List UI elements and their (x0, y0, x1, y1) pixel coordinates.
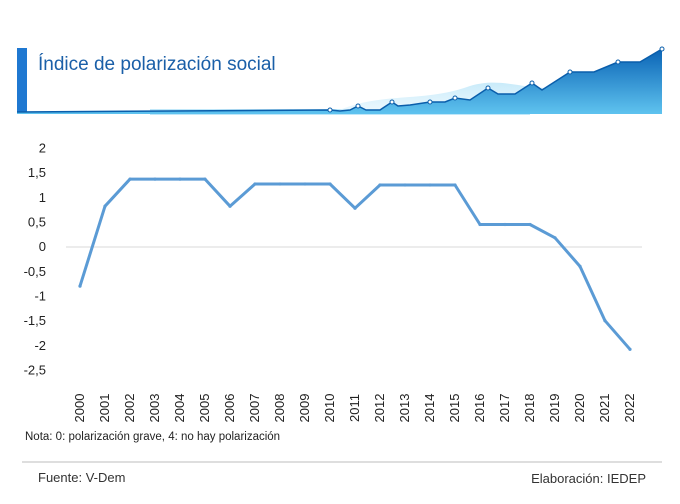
data-point-2008 (278, 182, 282, 186)
data-point-2017 (503, 222, 507, 227)
x-tick-label: 2011 (347, 394, 362, 422)
credit-label: Elaboración: IEDEP (531, 471, 646, 486)
y-tick-label: -2,5 (24, 363, 46, 378)
x-tick-label: 2013 (397, 394, 412, 423)
x-tick-label: 2002 (122, 394, 137, 423)
data-point-2006 (228, 204, 232, 208)
data-point-2022 (628, 347, 632, 351)
data-point-2012 (378, 183, 382, 187)
data-point-2019 (553, 236, 557, 240)
y-tick-label: 0 (39, 239, 46, 254)
header-wave-dots (327, 46, 665, 113)
x-tick-label: 2008 (272, 394, 287, 423)
series-layer (78, 177, 632, 351)
data-point-2015 (453, 183, 457, 187)
x-tick-label: 2005 (197, 394, 212, 423)
data-point-2004 (178, 177, 182, 181)
data-point-2007 (253, 182, 257, 186)
x-tick-label: 2003 (147, 394, 162, 423)
x-tick-label: 2020 (572, 394, 587, 423)
source-label: Fuente: V-Dem (38, 470, 126, 485)
x-tick-label: 2014 (422, 394, 437, 423)
data-point-2003 (153, 177, 157, 181)
chart-note: Nota: 0: polarización grave, 4: no hay p… (25, 431, 281, 443)
data-point-2013 (403, 183, 407, 187)
header-accent-bar (17, 48, 27, 114)
y-tick-label: -0,5 (24, 264, 46, 279)
x-tick-label: 2012 (372, 394, 387, 423)
data-point-2010 (328, 182, 332, 186)
data-point-2002 (128, 177, 132, 181)
data-point-2016 (478, 222, 482, 227)
data-point-2020 (578, 264, 582, 268)
data-point-2001 (103, 204, 107, 208)
y-axis: 2 1,5 1 0,5 0 -0,5 -1 -1,5 -2 -2,5 (24, 141, 46, 378)
data-point-2009 (303, 182, 307, 186)
x-tick-label: 2009 (297, 394, 312, 423)
y-tick-label: 1 (39, 190, 46, 205)
data-point-2014 (428, 183, 432, 187)
x-tick-label: 2021 (597, 394, 612, 423)
x-tick-label: 2001 (97, 394, 112, 423)
data-point-2018 (528, 222, 532, 227)
x-tick-label: 2019 (547, 394, 562, 423)
x-tick-label: 2018 (522, 394, 537, 423)
chart-title: Índice de polarización social (38, 54, 276, 75)
x-tick-label: 2006 (222, 394, 237, 423)
data-point-2000 (78, 284, 82, 288)
series-line (78, 177, 632, 351)
header-wave-area (17, 49, 662, 114)
x-tick-label: 2007 (247, 394, 262, 423)
x-axis: 2000 2001 2002 2003 2004 2005 2006 2007 2008 2009… (72, 394, 637, 423)
y-tick-label: -1,5 (24, 313, 46, 328)
y-tick-label: 0,5 (28, 215, 46, 230)
data-point-2011 (353, 206, 357, 210)
x-tick-label: 2000 (72, 394, 87, 423)
y-tick-label: 2 (39, 141, 46, 156)
data-point-2021 (603, 319, 607, 323)
x-tick-label: 2015 (447, 394, 462, 423)
x-tick-label: 2016 (472, 394, 487, 423)
header-decoration (16, 46, 665, 115)
x-tick-label: 2010 (322, 394, 337, 423)
y-tick-label: -2 (34, 338, 46, 353)
x-tick-label: 2017 (497, 394, 512, 423)
x-tick-label: 2004 (172, 394, 187, 423)
data-point-2005 (203, 177, 207, 181)
y-tick-label: -1 (34, 289, 46, 304)
y-tick-label: 1,5 (28, 165, 46, 180)
x-tick-label: 2022 (622, 394, 637, 423)
